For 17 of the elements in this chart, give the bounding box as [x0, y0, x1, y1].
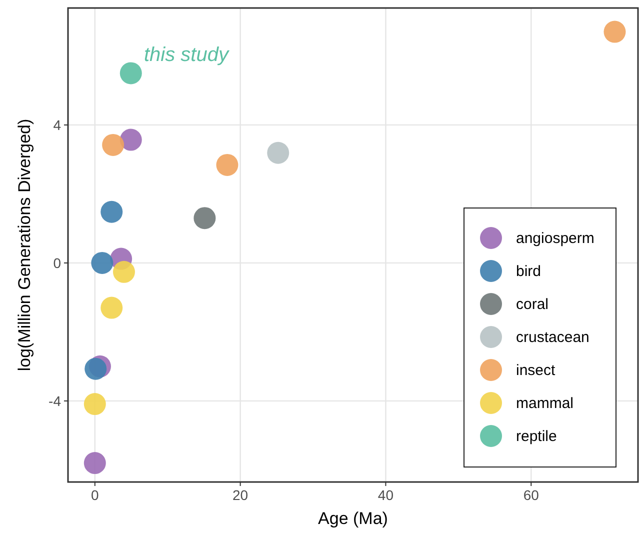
x-tick-label: 0: [91, 487, 99, 503]
x-tick-label: 20: [232, 487, 248, 503]
legend-label: reptile: [516, 428, 557, 445]
x-tick-label: 40: [378, 487, 394, 503]
x-tick-label: 60: [523, 487, 540, 503]
legend-label: angiosperm: [516, 230, 594, 247]
y-tick-label: 0: [53, 254, 62, 271]
y-tick-label: 4: [53, 116, 62, 133]
legend-label: bird: [516, 263, 542, 280]
legend-label: insect: [516, 362, 556, 379]
legend-label: coral: [516, 296, 549, 313]
legend-label: crustacean: [516, 329, 590, 346]
legend-label: mammal: [516, 395, 574, 412]
annotation: this study: [144, 44, 230, 66]
y-axis-title: log(Million Generations Diverged): [15, 118, 34, 372]
x-axis-title: Age (Ma): [318, 509, 388, 528]
y-tick-label: -4: [48, 392, 62, 409]
